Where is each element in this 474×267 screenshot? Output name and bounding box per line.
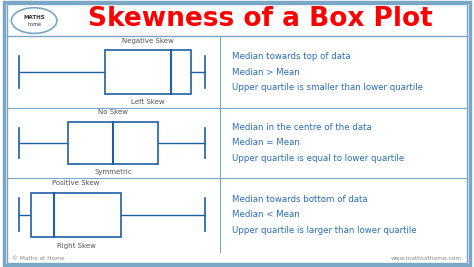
Text: Median > Mean: Median > Mean bbox=[232, 68, 300, 77]
Text: Negative Skew: Negative Skew bbox=[122, 38, 174, 44]
Text: No Skew: No Skew bbox=[98, 109, 128, 115]
Text: Positive Skew: Positive Skew bbox=[53, 180, 100, 186]
Circle shape bbox=[11, 8, 57, 33]
Bar bbox=[105, 50, 191, 94]
Text: © Maths at Home: © Maths at Home bbox=[12, 257, 64, 261]
Text: Median < Mean: Median < Mean bbox=[232, 210, 300, 219]
Text: www.mathsathome.com: www.mathsathome.com bbox=[391, 257, 462, 261]
Text: Left Skew: Left Skew bbox=[131, 99, 165, 105]
Text: Upper quartile is smaller than lower quartile: Upper quartile is smaller than lower qua… bbox=[232, 83, 423, 92]
Bar bbox=[68, 122, 158, 164]
FancyBboxPatch shape bbox=[7, 4, 467, 263]
Text: Median in the centre of the data: Median in the centre of the data bbox=[232, 123, 372, 132]
Text: Right Skew: Right Skew bbox=[57, 243, 96, 249]
Text: Upper quartile is equal to lower quartile: Upper quartile is equal to lower quartil… bbox=[232, 154, 404, 163]
Text: Skewness of a Box Plot: Skewness of a Box Plot bbox=[88, 6, 433, 32]
Bar bbox=[31, 193, 121, 237]
Text: home: home bbox=[27, 22, 41, 27]
Text: MATHS: MATHS bbox=[23, 15, 45, 20]
Text: Upper quartile is larger than lower quartile: Upper quartile is larger than lower quar… bbox=[232, 226, 417, 235]
Text: Symmetric: Symmetric bbox=[94, 169, 132, 175]
Text: Median = Mean: Median = Mean bbox=[232, 138, 300, 147]
Text: Median towards top of data: Median towards top of data bbox=[232, 52, 351, 61]
FancyBboxPatch shape bbox=[4, 2, 470, 265]
Text: Median towards bottom of data: Median towards bottom of data bbox=[232, 195, 368, 204]
